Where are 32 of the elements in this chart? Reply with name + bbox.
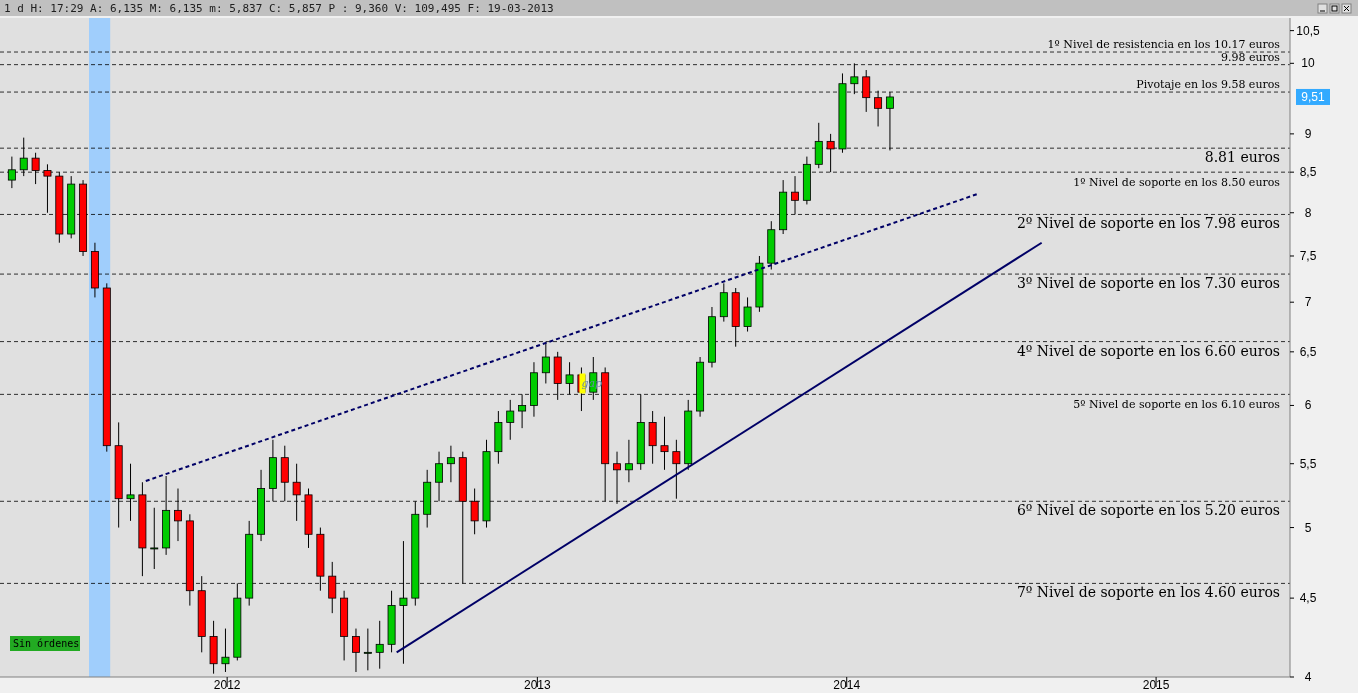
ref-line-label: 9.98 euros: [1220, 50, 1281, 64]
ref-line-label: 1º Nivel de soporte en los 8.50 euros: [1073, 176, 1281, 190]
y-tick-label: 10,5: [1296, 23, 1320, 38]
y-tick-label: 4,5: [1299, 591, 1317, 606]
ref-line-label: 6º Nivel de soporte en los 5.20 euros: [1016, 502, 1280, 519]
ref-line-label: 8.81 euros: [1204, 149, 1280, 166]
y-tick-label: 4: [1304, 670, 1312, 684]
y-tick-label: 8: [1304, 205, 1312, 220]
y-tick-label: 9: [1304, 126, 1312, 141]
y-tick-label: 5: [1304, 520, 1312, 535]
y-tick-label: 6,5: [1299, 344, 1317, 359]
ref-line-label: 4º Nivel de soporte en los 6.60 euros: [1016, 342, 1280, 359]
y-tick-label: 10: [1301, 56, 1315, 71]
y-tick-label: 7: [1304, 295, 1312, 310]
x-tick-label: 2014: [833, 678, 861, 692]
annotation: Sin órdenes: [13, 638, 80, 649]
text: 9,51: [1301, 89, 1325, 104]
ref-line-label: 7º Nivel de soporte en los 4.60 euros: [1016, 584, 1280, 601]
x-tick-label: 2013: [524, 678, 552, 692]
ref-line-label: 3º Nivel de soporte en los 7.30 euros: [1016, 275, 1280, 292]
y-tick-label: 6: [1304, 398, 1312, 413]
ref-line-label: Pivotaje en los 9.58 euros: [1136, 78, 1281, 92]
ref-line-label: 1º Nivel de resistencia en los 10.17 euros: [1047, 38, 1281, 52]
annotation: gap: [581, 377, 603, 391]
y-tick-label: 7,5: [1299, 248, 1317, 263]
y-tick-label: 8,5: [1299, 165, 1317, 180]
ref-line-label: 2º Nivel de soporte en los 7.98 euros: [1016, 215, 1280, 232]
x-tick-label: 2012: [213, 678, 241, 692]
x-tick-label: 2015: [1142, 678, 1170, 692]
y-tick-label: 5,5: [1299, 456, 1317, 471]
ref-line-label: 5º Nivel de soporte en los 6.10 euros: [1073, 398, 1281, 412]
chart-subtitle: 1 d H: 17:29 A: 6,135 M: 6,135 m: 5,837 C: 5,857 P : 9,360 V: 109,495 F: 19-03-2013: [4, 2, 554, 15]
